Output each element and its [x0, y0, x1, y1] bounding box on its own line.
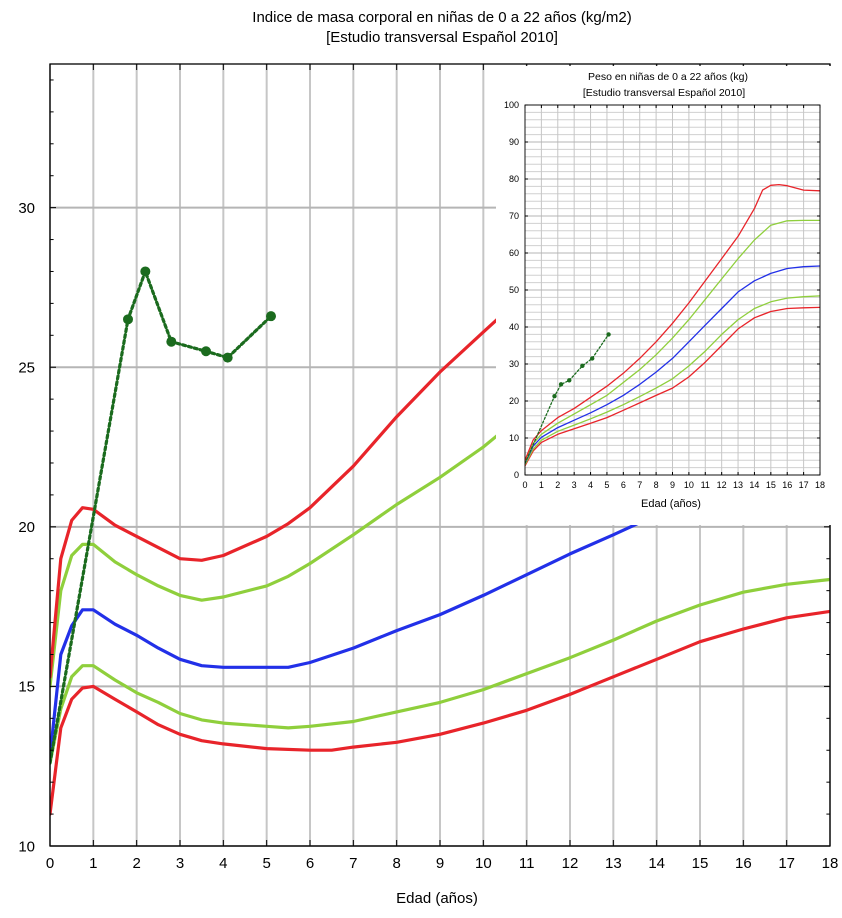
main-data-point	[222, 352, 233, 363]
inset-x-tick-label: 2	[555, 480, 560, 490]
inset-x-tick-label: 5	[604, 480, 609, 490]
inset-series-line-0	[525, 306, 820, 467]
main-series-line-0	[50, 609, 830, 816]
inset-series-group	[525, 183, 820, 467]
main-y-tick-label: 25	[18, 359, 35, 376]
inset-x-tick-label: 6	[621, 480, 626, 490]
main-y-tick-label: 20	[18, 519, 35, 536]
inset-x-tick-label: 15	[766, 480, 776, 490]
main-x-tick-label: 5	[262, 855, 270, 872]
main-x-tick-label: 17	[778, 855, 795, 872]
inset-x-tick-label: 7	[637, 480, 642, 490]
inset-y-tick-label: 10	[509, 433, 519, 443]
inset-y-tick-label: 70	[509, 211, 519, 221]
inset-x-axis-label: Edad (años)	[641, 498, 701, 510]
main-x-tick-label: 15	[692, 855, 709, 872]
inset-series-line-1	[525, 295, 820, 466]
main-x-tick-label: 13	[605, 855, 622, 872]
inset-x-tick-label: 10	[684, 480, 694, 490]
main-x-tick-label: 8	[392, 855, 400, 872]
inset-data-point	[567, 378, 572, 383]
main-x-tick-label: 2	[132, 855, 140, 872]
inset-data-point	[552, 393, 557, 399]
inset-x-tick-label: 12	[717, 480, 727, 490]
inset-y-tick-label: 0	[514, 470, 519, 480]
inset-x-tick-label: 3	[572, 480, 577, 490]
main-data-point	[266, 311, 276, 322]
inset-x-tick-label: 8	[654, 480, 659, 490]
inset-y-tick-label: 30	[509, 359, 519, 369]
main-subtitle: [Estudio transversal Español 2010]	[326, 29, 558, 46]
main-x-tick-label: 3	[176, 855, 184, 872]
main-x-axis-label: Edad (años)	[396, 890, 478, 907]
inset-series-line-3	[525, 219, 820, 463]
inset-y-tick-label: 20	[509, 396, 519, 406]
inset-y-tick-label: 100	[504, 100, 519, 110]
inset-series-line-4	[525, 183, 820, 461]
inset-y-tick-label: 80	[509, 174, 519, 184]
main-x-tick-label: 6	[306, 855, 314, 872]
inset-x-tick-label: 4	[588, 480, 593, 490]
inset-chart: 0 1 2 3 4 5 6 7 8 9 10 11 12 13 14 15 16 17 18010203040506…	[504, 100, 825, 490]
main-data-point	[123, 314, 133, 325]
inset-data-point	[589, 356, 595, 361]
main-series-line-1	[50, 577, 830, 765]
main-x-tick-label: 10	[475, 855, 492, 872]
inset-data-point	[580, 363, 585, 369]
inset-title: Peso en niñas de 0 a 22 años (kg)	[588, 71, 748, 83]
inset-x-tick-label: 0	[522, 480, 527, 490]
main-x-tick-label: 14	[648, 855, 665, 872]
main-x-tick-label: 12	[562, 855, 579, 872]
inset-x-tick-label: 11	[701, 480, 710, 490]
main-y-tick-label: 30	[18, 200, 35, 217]
main-data-point	[140, 266, 151, 277]
main-title: Indice de masa corporal en niñas de 0 a …	[252, 9, 631, 26]
inset-x-tick-label: 1	[539, 480, 544, 490]
main-data-point	[201, 346, 211, 357]
main-series-line-2	[50, 509, 672, 759]
main-data-point	[166, 336, 177, 347]
inset-data-point	[606, 332, 611, 337]
inset-x-tick-label: 9	[670, 480, 675, 490]
main-series-group	[50, 266, 830, 816]
inset-x-tick-label: 14	[749, 480, 759, 490]
inset-series-line-2	[525, 265, 820, 464]
main-series-line-3	[50, 431, 503, 689]
main-y-tick-label: 15	[18, 679, 35, 696]
main-x-tick-label: 18	[822, 855, 839, 872]
main-y-tick-label: 10	[18, 838, 35, 855]
inset-y-tick-label: 90	[509, 137, 519, 147]
main-x-tick-label: 7	[349, 855, 357, 872]
inset-y-tick-label: 50	[509, 285, 519, 295]
inset-data-point	[558, 382, 564, 387]
main-x-tick-label: 1	[89, 855, 97, 872]
main-x-tick-label: 9	[436, 855, 444, 872]
inset-x-tick-label: 18	[815, 480, 825, 490]
main-x-tick-label: 4	[219, 855, 227, 872]
inset-y-tick-label: 60	[509, 248, 519, 258]
inset-y-tick-label: 40	[509, 322, 519, 332]
inset-x-tick-label: 16	[782, 480, 792, 490]
main-x-tick-label: 0	[46, 855, 54, 872]
main-x-tick-label: 16	[735, 855, 752, 872]
inset-subtitle: [Estudio transversal Español 2010]	[583, 87, 745, 99]
main-series-line-4	[50, 314, 503, 679]
main-x-tick-label: 11	[519, 855, 535, 872]
inset-x-tick-label: 17	[799, 480, 809, 490]
inset-x-tick-label: 13	[733, 480, 743, 490]
